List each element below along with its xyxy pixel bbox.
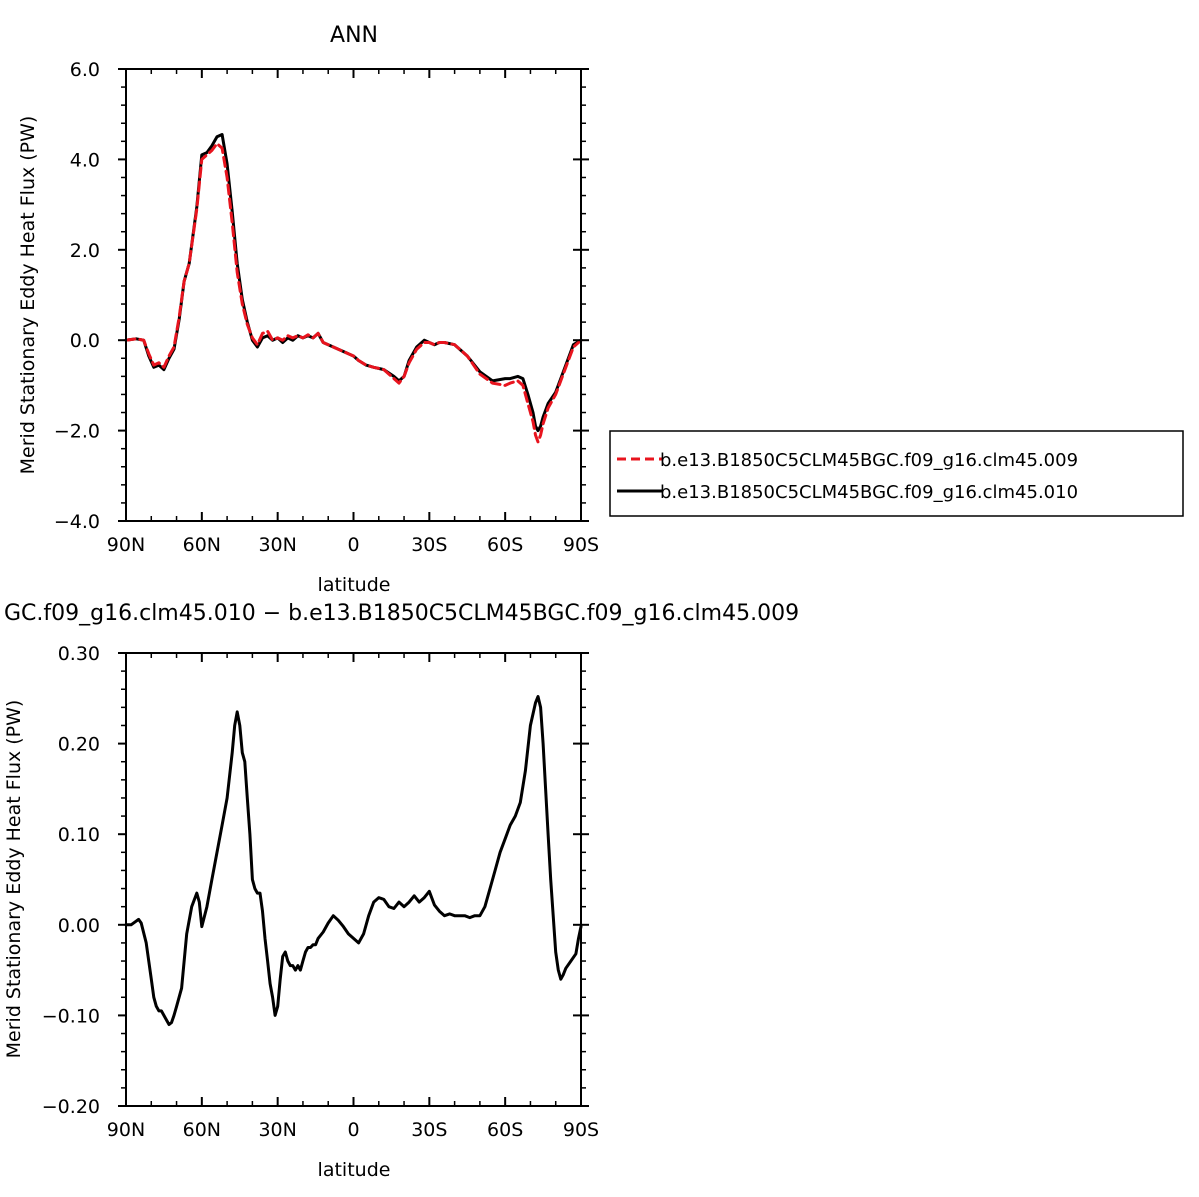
chart-title-top: ANN xyxy=(330,23,378,48)
y-tick-label-bottom: 0.10 xyxy=(58,824,100,846)
series-line-top-1 xyxy=(124,133,583,433)
y-tick-label-top: −4.0 xyxy=(54,511,100,533)
x-tick-label-bottom: 90N xyxy=(107,1119,145,1141)
y-axis-label-bottom: Merid Stationary Eddy Heat Flux (PW) xyxy=(3,700,25,1059)
chart-title-bottom: GC.f09_g16.clm45.010 − b.e13.B1850C5CLM4… xyxy=(4,601,799,626)
x-axis-label-top: latitude xyxy=(318,574,391,596)
series-line-top-0 xyxy=(124,142,583,444)
x-tick-label-top: 90S xyxy=(563,534,599,556)
y-tick-label-top: 0.0 xyxy=(70,330,100,352)
y-tick-label-top: 6.0 xyxy=(70,59,100,81)
y-tick-label-bottom: 0.30 xyxy=(58,643,100,665)
x-axis-label-bottom: latitude xyxy=(318,1159,391,1181)
x-tick-label-bottom: 30N xyxy=(258,1119,296,1141)
x-tick-label-top: 60N xyxy=(183,534,221,556)
x-tick-label-bottom: 0 xyxy=(347,1119,359,1141)
y-tick-label-bottom: −0.20 xyxy=(42,1096,100,1118)
bottom-series-group xyxy=(124,695,583,1026)
plot-panel-bottom: GC.f09_g16.clm45.010 − b.e13.B1850C5CLM4… xyxy=(3,601,799,1181)
legend-label-010: b.e13.B1850C5CLM45BGC.f09_g16.clm45.010 xyxy=(660,482,1078,503)
x-tick-label-top: 0 xyxy=(347,534,359,556)
plot-frame-bottom xyxy=(125,652,582,1107)
y-tick-label-top: −2.0 xyxy=(54,421,100,443)
y-tick-label-bottom: 0.20 xyxy=(58,734,100,756)
x-tick-label-bottom: 60N xyxy=(183,1119,221,1141)
series-line-bottom-0 xyxy=(124,695,583,1026)
top-series-group xyxy=(124,133,583,444)
plot-panel-top: ANN 90N 60N 30N 0 30S 60S 90S −4.0 −2.0 0.0 2.0 4.0… xyxy=(17,23,1184,596)
y-tick-label-bottom: 0.00 xyxy=(58,915,100,937)
x-tick-label-bottom: 90S xyxy=(563,1119,599,1141)
x-tick-label-top: 30S xyxy=(411,534,447,556)
y-axis-label-top: Merid Stationary Eddy Heat Flux (PW) xyxy=(17,116,39,475)
x-tick-label-bottom: 30S xyxy=(411,1119,447,1141)
legend: b.e13.B1850C5CLM45BGC.f09_g16.clm45.009 … xyxy=(609,430,1184,517)
plot-frame-top xyxy=(125,68,582,522)
top-axes: 90N 60N 30N 0 30S 60S 90S −4.0 −2.0 0.0 2.0 4.0 6.0 xyxy=(54,59,599,556)
legend-label-009: b.e13.B1850C5CLM45BGC.f09_g16.clm45.009 xyxy=(660,450,1078,471)
x-tick-label-bottom: 60S xyxy=(487,1119,523,1141)
x-tick-label-top: 30N xyxy=(258,534,296,556)
x-tick-label-top: 60S xyxy=(487,534,523,556)
y-tick-label-top: 4.0 xyxy=(70,149,100,171)
y-tick-label-bottom: −0.10 xyxy=(42,1005,100,1027)
x-tick-label-top: 90N xyxy=(107,534,145,556)
bottom-axes: 90N 60N 30N 0 30S 60S 90S −0.20 −0.10 0.00 0.10 0.2… xyxy=(42,643,599,1141)
legend-box xyxy=(609,430,1184,517)
y-tick-label-top: 2.0 xyxy=(70,240,100,262)
